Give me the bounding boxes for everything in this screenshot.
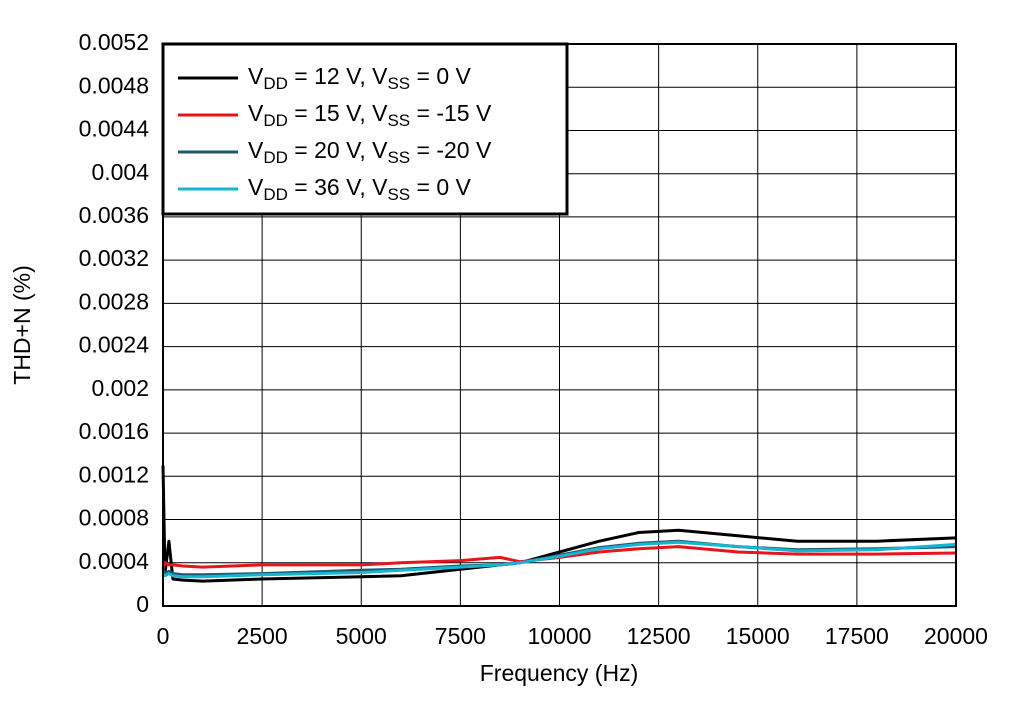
y-tick-label: 0.0048 <box>79 72 149 98</box>
legend-label: VDD = 20 V, VSS = -20 V <box>248 137 492 167</box>
x-tick-label: 5000 <box>336 623 387 649</box>
y-tick-label: 0 <box>136 591 149 617</box>
legend-label: VDD = 12 V, VSS = 0 V <box>248 63 472 93</box>
x-axis-label: Frequency (Hz) <box>480 660 638 686</box>
x-tick-label: 15000 <box>726 623 790 649</box>
x-tick-label: 10000 <box>528 623 592 649</box>
x-tick-label: 2500 <box>237 623 288 649</box>
y-tick-label: 0.0028 <box>79 288 149 314</box>
y-tick-label: 0.0008 <box>79 505 149 531</box>
legend-label: VDD = 36 V, VSS = 0 V <box>248 174 472 204</box>
y-axis-label: THD+N (%) <box>9 265 35 384</box>
x-tick-label: 0 <box>157 623 170 649</box>
series-line <box>161 545 957 569</box>
y-tick-label: 0.004 <box>91 159 149 185</box>
y-tick-label: 0.0032 <box>79 245 149 271</box>
y-tick-label: 0.0036 <box>79 202 149 228</box>
y-tick-label: 0.0024 <box>79 332 150 358</box>
y-tick-label: 0.0004 <box>79 548 150 574</box>
y-tick-label: 0.0044 <box>79 116 150 142</box>
x-tick-label: 20000 <box>924 623 988 649</box>
y-tick-label: 0.0052 <box>79 29 149 55</box>
x-tick-label: 7500 <box>435 623 486 649</box>
legend-label: VDD = 15 V, VSS = -15 V <box>248 100 492 130</box>
y-tick-label: 0.002 <box>91 375 149 401</box>
legend-box <box>161 42 569 216</box>
y-tick-label: 0.0012 <box>79 461 149 487</box>
y-tick-label: 0.0016 <box>79 418 149 444</box>
series-line <box>161 540 957 579</box>
x-tick-label: 17500 <box>825 623 889 649</box>
x-tick-label: 12500 <box>627 623 691 649</box>
